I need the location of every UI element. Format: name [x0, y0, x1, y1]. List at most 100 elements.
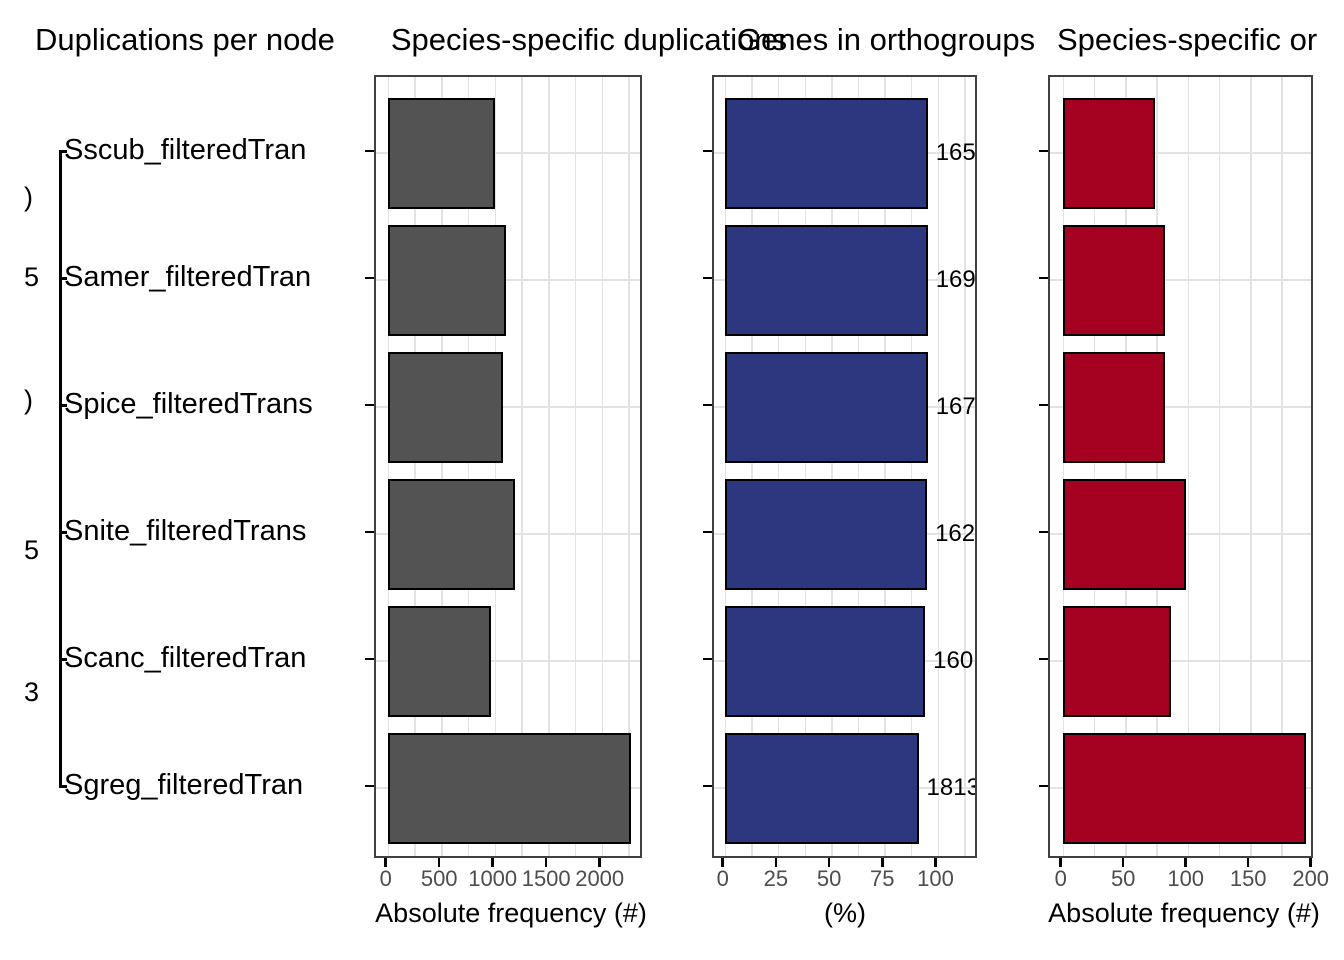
x-axis-tick-label: 50: [1110, 866, 1136, 891]
y-axis-tick: [1039, 657, 1048, 661]
x-axis-tick: [544, 858, 548, 867]
plot-panel-3: [1048, 75, 1313, 858]
facet-title-species-specific-orthogroups: Species-specific or: [1057, 22, 1318, 57]
x-axis-tick: [1059, 858, 1062, 867]
bar-Sscub_filteredTran: [387, 97, 495, 209]
x-axis-tick-label: 0: [379, 866, 392, 891]
gridline-vertical: [414, 77, 416, 856]
y-axis-tick: [703, 276, 712, 280]
gridline-vertical: [724, 77, 727, 856]
species-tip-label-clip: Samer_filteredTran: [64, 259, 376, 297]
tree-node-label-fragment: 5: [24, 535, 40, 565]
bar-Samer_filteredTran: [724, 224, 928, 336]
tree-node-label-fragment: ): [24, 385, 33, 415]
gridline-vertical: [628, 77, 630, 856]
bar-Sgreg_filteredTran: [1062, 732, 1307, 844]
bar-value-label: 167: [935, 393, 976, 420]
tree-branch-stub: [59, 277, 67, 280]
x-axis-tick-label: 1000: [468, 866, 518, 891]
plot-panel-1: [374, 75, 642, 858]
x-axis-title: Absolute frequency (#): [1048, 898, 1320, 928]
gridline-vertical: [831, 77, 833, 856]
bar-Snite_filteredTrans: [724, 478, 928, 590]
species-tip-label: Snite_filteredTrans: [64, 515, 307, 547]
x-axis-tick: [827, 858, 831, 867]
gridline-horizontal: [376, 660, 640, 662]
x-axis-title: (%): [824, 898, 866, 928]
bar-Sscub_filteredTran: [724, 97, 928, 209]
bar-Scanc_filteredTran: [724, 605, 926, 717]
gridline-vertical: [937, 77, 939, 856]
gridline-vertical: [441, 77, 443, 856]
x-axis-tick-label: 100: [1167, 866, 1205, 891]
gridline-vertical: [467, 77, 470, 856]
species-tip-label-clip: Scanc_filteredTran: [64, 640, 376, 678]
y-axis-tick: [703, 403, 712, 407]
bar-Sgreg_filteredTran: [387, 732, 631, 844]
gridline-vertical: [387, 77, 390, 856]
x-axis-tick: [1184, 858, 1187, 867]
bar-Sscub_filteredTran: [1062, 97, 1156, 209]
bar-value-label: 165: [935, 139, 976, 166]
tree-branch-stub: [59, 531, 67, 534]
y-axis-tick: [703, 149, 712, 153]
tree-node-label-fragment: 3: [24, 677, 40, 707]
x-axis-tick: [491, 858, 494, 867]
x-axis-tick-label: 50: [816, 866, 842, 891]
tree-node-label-fragment: 5: [24, 262, 40, 292]
bar-Spice_filteredTrans: [1062, 351, 1166, 463]
bar-Sgreg_filteredTran: [724, 732, 919, 844]
y-axis-tick: [365, 149, 374, 153]
y-axis-tick: [703, 530, 712, 534]
bar-value-label: 162: [935, 520, 976, 547]
y-axis-tick: [1039, 530, 1048, 534]
bar-Samer_filteredTran: [1062, 224, 1166, 336]
x-axis-tick-label: 25: [763, 866, 789, 891]
x-axis-tick-label: 150: [1229, 866, 1267, 891]
bar-Spice_filteredTrans: [724, 351, 928, 463]
x-axis-tick-label: 100: [917, 866, 954, 891]
gridline-vertical: [1250, 77, 1252, 856]
species-tip-label: Scanc_filteredTran: [64, 642, 307, 674]
gridline-vertical: [751, 77, 753, 856]
bar-value-label: 169: [935, 266, 976, 293]
y-axis-tick: [1039, 403, 1048, 407]
gridline-horizontal: [1050, 406, 1311, 408]
x-axis-tick-label: 75: [870, 866, 895, 891]
species-tip-label: Spice_filteredTrans: [64, 388, 313, 420]
x-axis-tick: [881, 858, 884, 867]
gridline-horizontal: [376, 152, 640, 154]
gridline-vertical: [574, 77, 577, 856]
species-tip-label-clip: Snite_filteredTrans: [64, 513, 376, 551]
gridline-horizontal: [1050, 660, 1311, 662]
facet-title-genes-in-orthogroups: Genes in orthogroups: [736, 22, 1036, 57]
x-axis-tick-label: 0: [1054, 866, 1067, 891]
gridline-horizontal: [376, 406, 640, 408]
species-tip-label-clip: Sgreg_filteredTran: [64, 767, 376, 805]
species-tip-label-clip: Sscub_filteredTran: [64, 132, 376, 170]
x-axis-tick: [384, 858, 387, 867]
gridline-vertical: [884, 77, 886, 856]
x-axis-tick-label: 1500: [521, 866, 571, 891]
gridline-vertical: [1093, 77, 1096, 856]
bar-Samer_filteredTran: [387, 224, 507, 336]
y-axis-tick: [365, 657, 374, 661]
facet-title-duplications-per-node: Duplications per node: [35, 22, 335, 57]
y-axis-tick: [1039, 149, 1048, 153]
gridline-vertical: [857, 77, 860, 856]
x-axis-tick-label: 2000: [575, 866, 625, 891]
bar-Scanc_filteredTran: [1062, 605, 1172, 717]
plot-panel-2: 165 169 167 162 160 1813: [712, 75, 977, 858]
gridline-vertical: [1125, 77, 1127, 856]
gridline-vertical: [548, 77, 550, 856]
x-axis-tick: [598, 858, 601, 867]
gridline-vertical: [601, 77, 604, 856]
tree-node-label-fragment: ): [24, 182, 33, 212]
x-axis-tick-label: 200: [1292, 866, 1330, 891]
tree-branch-stub: [59, 404, 67, 407]
x-axis-tick-label: 500: [420, 866, 458, 891]
y-axis-tick: [703, 784, 712, 788]
gridline-vertical: [777, 77, 780, 856]
x-axis-tick: [934, 858, 937, 867]
